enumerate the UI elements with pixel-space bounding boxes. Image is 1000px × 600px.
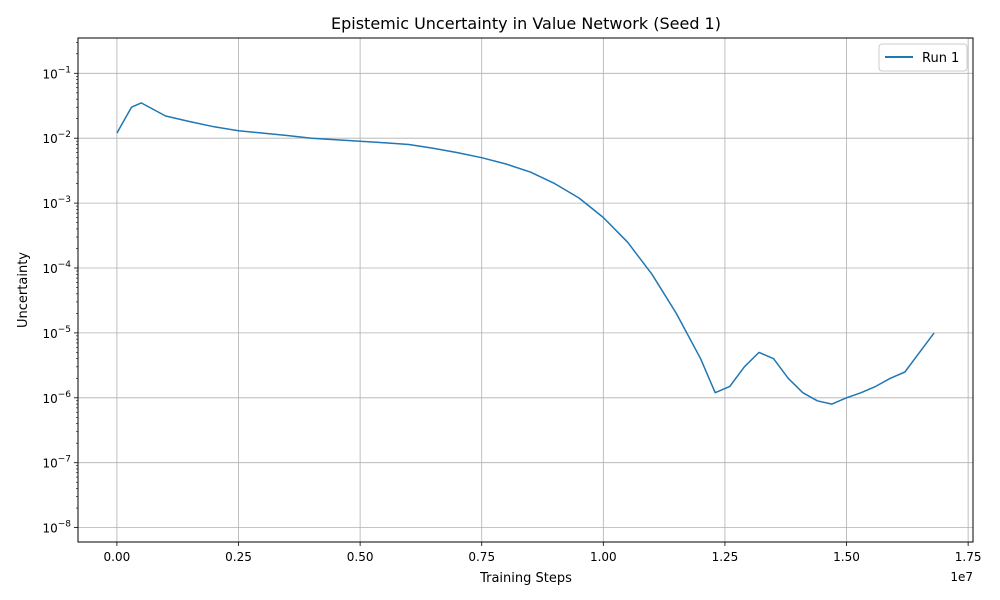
- x-tick-label: 1.00: [590, 550, 617, 564]
- x-tick-label: 0.50: [347, 550, 374, 564]
- x-axis-label: Training Steps: [479, 571, 572, 586]
- y-tick-label: 10−3: [42, 195, 71, 211]
- series-line-1: [116, 102, 935, 405]
- y-tick-label: 10−8: [42, 520, 71, 536]
- y-tick-label: 10−6: [42, 390, 71, 406]
- legend-box: [878, 43, 968, 72]
- x-offset-label: 1e7: [950, 570, 973, 584]
- y-tick-label: 10−5: [42, 325, 71, 341]
- legend: Run 1: [878, 43, 968, 72]
- x-tick-label: 0.75: [468, 550, 495, 564]
- x-tick-label: 0.00: [104, 550, 131, 564]
- y-axis-label: Uncertainty: [16, 252, 31, 328]
- data-layer: [116, 102, 935, 405]
- x-tick-label: 1.50: [833, 550, 860, 564]
- y-tick-label: 10−4: [42, 260, 71, 276]
- x-tick-label: 1.75: [955, 550, 982, 564]
- y-tick-label: 10−1: [42, 65, 71, 81]
- legend-label-run-1: Run 1: [922, 51, 959, 66]
- grid-lines: [78, 38, 973, 542]
- chart-title: Epistemic Uncertainty in Value Network (…: [331, 14, 721, 33]
- x-tick-label: 0.25: [225, 550, 252, 564]
- x-tick-label: 1.25: [712, 550, 739, 564]
- plot-frame: [77, 37, 974, 543]
- y-tick-label: 10−2: [42, 130, 71, 146]
- y-tick-label: 10−7: [42, 455, 71, 471]
